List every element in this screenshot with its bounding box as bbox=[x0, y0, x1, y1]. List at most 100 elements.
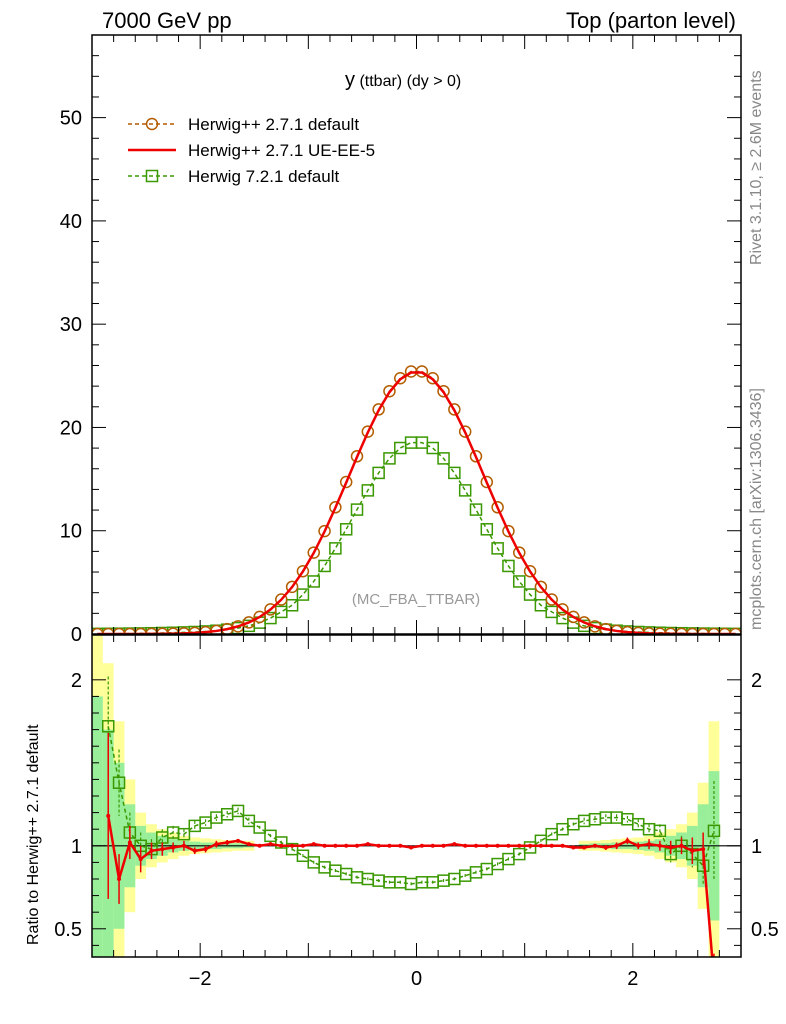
ratio-panel: −2 0 2 0.5 0.5 1 1 2 2 Ratio to Herwig++ 2.7.1 d… bbox=[25, 634, 779, 990]
ratio-marker-herwig7-9 bbox=[199, 816, 212, 829]
marker-herwig7-39 bbox=[513, 575, 526, 588]
ratio-marker-herwigpp-ueee5-39 bbox=[528, 843, 533, 848]
legend-label-herwig7-default: Herwig 7.2.1 default bbox=[188, 167, 339, 186]
ratio-marker-herwigpp-ueee5-4 bbox=[149, 848, 154, 853]
marker-herwigpp-default-36 bbox=[480, 475, 494, 489]
xtick-label-2: 2 bbox=[627, 968, 638, 990]
legend-label-herwigpp-default: Herwig++ 2.7.1 default bbox=[188, 115, 359, 134]
ratio-marker-herwigpp-ueee5-40 bbox=[538, 843, 543, 848]
marker-herwigpp-default-20 bbox=[307, 546, 320, 559]
ratio-marker-herwigpp-ueee5-52 bbox=[668, 845, 673, 850]
ratio-marker-herwigpp-ueee5-50 bbox=[647, 842, 652, 847]
ratio-marker-herwigpp-ueee5-14 bbox=[257, 843, 262, 848]
marker-herwigpp-default-28 bbox=[394, 371, 407, 385]
legend-entry-herwig7-default: Herwig 7.2.1 default bbox=[128, 167, 339, 186]
marker-herwig7-31 bbox=[426, 441, 439, 455]
marker-herwig7-24 bbox=[350, 503, 364, 516]
marker-herwigpp-default-21 bbox=[318, 524, 331, 538]
series-herwig7-default bbox=[92, 436, 741, 634]
marker-herwigpp-default-33 bbox=[448, 403, 461, 416]
ratio-marker-herwigpp-ueee5-5 bbox=[160, 847, 165, 852]
marker-herwig7-21 bbox=[318, 559, 331, 573]
ratio-marker-herwigpp-ueee5-3 bbox=[138, 857, 143, 862]
ratio-marker-herwigpp-ueee5-29 bbox=[419, 843, 424, 848]
marker-herwigpp-default-25 bbox=[361, 425, 375, 438]
ratio-marker-herwigpp-ueee5-41 bbox=[549, 843, 554, 848]
ratio-marker-herwig7-1 bbox=[112, 776, 126, 789]
ratio-marker-herwigpp-ueee5-21 bbox=[333, 843, 338, 848]
main-title: y (ttbar) (dy > 0) bbox=[345, 69, 461, 91]
marker-herwigpp-default-43 bbox=[556, 603, 569, 616]
marker-herwigpp-default-16 bbox=[264, 603, 277, 616]
marker-herwig7-37 bbox=[491, 542, 504, 555]
ratio-series-herwigpp-ueee5 bbox=[106, 732, 716, 981]
ratio-marker-herwig7-51 bbox=[653, 824, 667, 838]
ytick-label-ratio-0.5: 0.5 bbox=[54, 919, 82, 941]
ratio-marker-herwig7-13 bbox=[242, 814, 256, 828]
ratio-marker-herwigpp-ueee5-54 bbox=[690, 848, 695, 853]
ratio-marker-herwigpp-ueee5-17 bbox=[290, 843, 295, 848]
marker-herwigpp-default-27 bbox=[383, 384, 396, 398]
ratio-marker-herwig7-18 bbox=[296, 849, 310, 863]
ytick-label-ratio-right-1: 1 bbox=[751, 836, 762, 858]
ratio-marker-herwigpp-ueee5-11 bbox=[225, 840, 230, 845]
ratio-marker-herwigpp-ueee5-24 bbox=[365, 842, 370, 847]
ratio-marker-herwigpp-ueee5-42 bbox=[560, 843, 565, 848]
ratio-marker-herwigpp-ueee5-20 bbox=[322, 843, 327, 848]
ratio-marker-herwigpp-ueee5-38 bbox=[517, 843, 522, 848]
marker-herwig7-27 bbox=[383, 452, 396, 465]
ratio-marker-herwigpp-ueee5-56 bbox=[712, 977, 716, 981]
ytick-label-main-20: 20 bbox=[60, 417, 82, 439]
band-green-0 bbox=[92, 696, 103, 957]
ratio-marker-herwigpp-ueee5-49 bbox=[636, 843, 641, 848]
ratio-marker-herwigpp-ueee5-32 bbox=[452, 842, 457, 847]
ratio-marker-herwigpp-ueee5-6 bbox=[171, 845, 176, 850]
marker-herwigpp-default-35 bbox=[469, 450, 483, 463]
ratio-marker-herwig7-7 bbox=[177, 827, 191, 841]
marker-herwig7-17 bbox=[275, 605, 288, 619]
ratio-axis-label: Ratio to Herwig++ 2.7.1 default bbox=[25, 724, 42, 945]
marker-herwig7-25 bbox=[361, 484, 375, 497]
marker-herwigpp-default-38 bbox=[502, 524, 515, 538]
watermark: (MC_FBA_TTBAR) bbox=[352, 591, 480, 608]
ratio-marker-herwigpp-ueee5-46 bbox=[603, 845, 608, 850]
marker-herwig7-36 bbox=[480, 523, 494, 536]
ytick-label-ratio-1: 1 bbox=[71, 836, 82, 858]
ratio-marker-herwigpp-ueee5-43 bbox=[571, 845, 576, 850]
marker-herwig7-38 bbox=[502, 559, 515, 573]
marker-herwigpp-default-42 bbox=[545, 593, 558, 606]
marker-herwigpp-default-22 bbox=[329, 501, 342, 514]
ratio-marker-herwigpp-ueee5-0 bbox=[106, 813, 111, 818]
marker-herwigpp-default-17 bbox=[275, 593, 288, 606]
marker-herwig7-41 bbox=[534, 599, 548, 612]
ratio-marker-herwig7-17 bbox=[285, 842, 299, 856]
collision-label: 7000 GeV pp bbox=[102, 8, 232, 33]
marker-herwigpp-default-45 bbox=[577, 616, 591, 629]
ratio-marker-herwigpp-ueee5-51 bbox=[657, 843, 662, 848]
marker-herwigpp-default-32 bbox=[437, 384, 450, 398]
ratio-marker-herwigpp-ueee5-28 bbox=[409, 845, 414, 850]
ratio-marker-herwigpp-ueee5-36 bbox=[495, 843, 500, 848]
legend-entry-herwigpp-ueee5: Herwig++ 2.7.1 UE-EE-5 bbox=[128, 141, 375, 160]
ratio-marker-herwigpp-ueee5-13 bbox=[246, 842, 251, 847]
ratio-marker-herwigpp-ueee5-48 bbox=[625, 838, 630, 843]
mcplots-label: mcplots.cern.ch [arXiv:1306.3436] bbox=[748, 388, 765, 630]
ratio-marker-herwigpp-ueee5-34 bbox=[473, 843, 478, 848]
legend-entry-herwigpp-default: Herwig++ 2.7.1 default bbox=[128, 115, 359, 134]
ratio-marker-herwigpp-ueee5-1 bbox=[117, 876, 122, 881]
marker-herwig7-32 bbox=[437, 452, 450, 465]
ratio-marker-herwigpp-ueee5-23 bbox=[355, 843, 360, 848]
ratio-marker-herwig7-38 bbox=[513, 847, 526, 861]
marker-herwig7-22 bbox=[329, 542, 342, 555]
ratio-marker-herwigpp-ueee5-26 bbox=[387, 843, 392, 848]
ratio-marker-herwigpp-ueee5-18 bbox=[300, 843, 305, 848]
marker-herwig7-23 bbox=[339, 523, 353, 536]
marker-herwigpp-default-13 bbox=[231, 620, 245, 633]
ratio-marker-herwig7-0 bbox=[101, 720, 115, 733]
ytick-label-main-10: 10 bbox=[60, 521, 82, 543]
marker-herwig7-34 bbox=[458, 484, 472, 497]
line-herwigpp-ueee5 bbox=[97, 371, 736, 634]
ytick-label-ratio-2: 2 bbox=[71, 670, 82, 692]
rivet-label: Rivet 3.1.10, ≥ 2.6M events bbox=[748, 70, 765, 265]
ratio-marker-herwigpp-ueee5-55 bbox=[701, 847, 706, 852]
